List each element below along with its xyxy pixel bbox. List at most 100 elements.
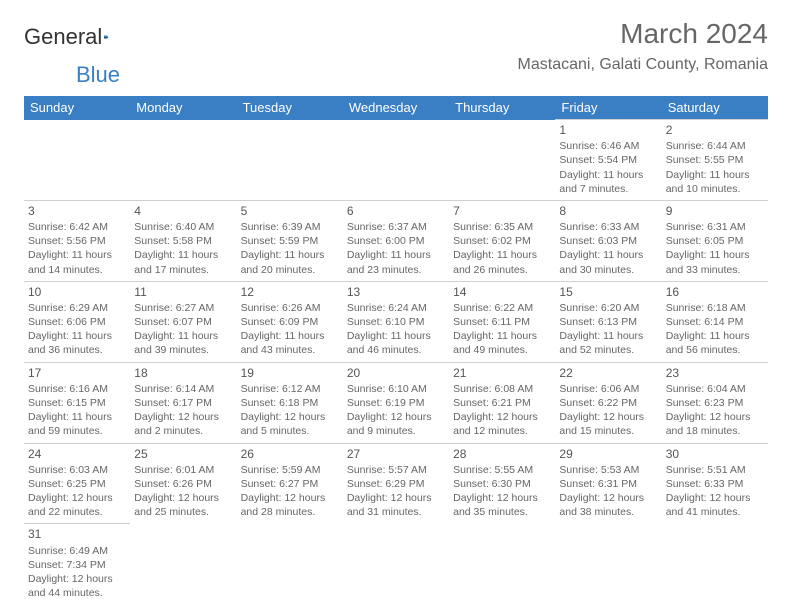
daylight-text: Daylight: 12 hours <box>347 410 445 424</box>
sunrise-text: Sunrise: 6:24 AM <box>347 301 445 315</box>
day-number: 10 <box>28 284 126 300</box>
daylight-text: and 33 minutes. <box>666 263 764 277</box>
daylight-text: Daylight: 11 hours <box>347 248 445 262</box>
daylight-text: Daylight: 12 hours <box>559 410 657 424</box>
calendar-day-cell: 3Sunrise: 6:42 AMSunset: 5:56 PMDaylight… <box>24 200 130 281</box>
sunset-text: Sunset: 6:09 PM <box>241 315 339 329</box>
day-header-row: SundayMondayTuesdayWednesdayThursdayFrid… <box>24 96 768 120</box>
daylight-text: and 41 minutes. <box>666 505 764 519</box>
calendar-day-cell: 26Sunrise: 5:59 AMSunset: 6:27 PMDayligh… <box>237 443 343 524</box>
day-header: Wednesday <box>343 96 449 120</box>
calendar-week-row: 24Sunrise: 6:03 AMSunset: 6:25 PMDayligh… <box>24 443 768 524</box>
daylight-text: Daylight: 11 hours <box>28 329 126 343</box>
day-header: Monday <box>130 96 236 120</box>
daylight-text: Daylight: 12 hours <box>666 491 764 505</box>
sunset-text: Sunset: 6:26 PM <box>134 477 232 491</box>
daylight-text: and 2 minutes. <box>134 424 232 438</box>
daylight-text: Daylight: 12 hours <box>134 410 232 424</box>
day-number: 21 <box>453 365 551 381</box>
sunrise-text: Sunrise: 5:51 AM <box>666 463 764 477</box>
sunset-text: Sunset: 6:17 PM <box>134 396 232 410</box>
calendar-day-cell: 19Sunrise: 6:12 AMSunset: 6:18 PMDayligh… <box>237 362 343 443</box>
day-number: 24 <box>28 446 126 462</box>
calendar-day-cell: 12Sunrise: 6:26 AMSunset: 6:09 PMDayligh… <box>237 281 343 362</box>
sunset-text: Sunset: 5:56 PM <box>28 234 126 248</box>
sunset-text: Sunset: 6:25 PM <box>28 477 126 491</box>
daylight-text: Daylight: 12 hours <box>134 491 232 505</box>
sunrise-text: Sunrise: 6:29 AM <box>28 301 126 315</box>
sunrise-text: Sunrise: 6:14 AM <box>134 382 232 396</box>
calendar-day-cell: 11Sunrise: 6:27 AMSunset: 6:07 PMDayligh… <box>130 281 236 362</box>
logo-flag-icon <box>104 27 109 47</box>
sunrise-text: Sunrise: 6:20 AM <box>559 301 657 315</box>
daylight-text: Daylight: 11 hours <box>28 248 126 262</box>
calendar-day-cell: 14Sunrise: 6:22 AMSunset: 6:11 PMDayligh… <box>449 281 555 362</box>
day-number: 19 <box>241 365 339 381</box>
day-number: 27 <box>347 446 445 462</box>
sunrise-text: Sunrise: 6:46 AM <box>559 139 657 153</box>
calendar-day-cell: 16Sunrise: 6:18 AMSunset: 6:14 PMDayligh… <box>662 281 768 362</box>
sunset-text: Sunset: 6:00 PM <box>347 234 445 248</box>
sunset-text: Sunset: 6:27 PM <box>241 477 339 491</box>
daylight-text: and 17 minutes. <box>134 263 232 277</box>
daylight-text: Daylight: 11 hours <box>241 248 339 262</box>
daylight-text: and 5 minutes. <box>241 424 339 438</box>
day-number: 20 <box>347 365 445 381</box>
calendar-day-cell: 8Sunrise: 6:33 AMSunset: 6:03 PMDaylight… <box>555 200 661 281</box>
daylight-text: Daylight: 12 hours <box>559 491 657 505</box>
sunrise-text: Sunrise: 6:06 AM <box>559 382 657 396</box>
daylight-text: Daylight: 12 hours <box>241 491 339 505</box>
daylight-text: Daylight: 12 hours <box>453 491 551 505</box>
sunset-text: Sunset: 6:31 PM <box>559 477 657 491</box>
sunrise-text: Sunrise: 6:03 AM <box>28 463 126 477</box>
daylight-text: Daylight: 11 hours <box>453 248 551 262</box>
daylight-text: Daylight: 11 hours <box>453 329 551 343</box>
daylight-text: Daylight: 11 hours <box>559 329 657 343</box>
daylight-text: and 44 minutes. <box>28 586 126 600</box>
sunrise-text: Sunrise: 6:12 AM <box>241 382 339 396</box>
calendar-day-cell: 28Sunrise: 5:55 AMSunset: 6:30 PMDayligh… <box>449 443 555 524</box>
daylight-text: Daylight: 11 hours <box>666 329 764 343</box>
daylight-text: and 36 minutes. <box>28 343 126 357</box>
calendar-day-cell: 4Sunrise: 6:40 AMSunset: 5:58 PMDaylight… <box>130 200 236 281</box>
calendar-day-cell: 2Sunrise: 6:44 AMSunset: 5:55 PMDaylight… <box>662 120 768 201</box>
daylight-text: and 59 minutes. <box>28 424 126 438</box>
sunset-text: Sunset: 6:19 PM <box>347 396 445 410</box>
calendar-day-cell: 29Sunrise: 5:53 AMSunset: 6:31 PMDayligh… <box>555 443 661 524</box>
calendar-day-cell: 5Sunrise: 6:39 AMSunset: 5:59 PMDaylight… <box>237 200 343 281</box>
logo: General <box>24 18 132 50</box>
day-number: 31 <box>28 526 126 542</box>
day-number: 6 <box>347 203 445 219</box>
daylight-text: Daylight: 12 hours <box>28 491 126 505</box>
day-number: 22 <box>559 365 657 381</box>
day-number: 5 <box>241 203 339 219</box>
sunrise-text: Sunrise: 5:59 AM <box>241 463 339 477</box>
daylight-text: and 20 minutes. <box>241 263 339 277</box>
sunset-text: Sunset: 6:07 PM <box>134 315 232 329</box>
daylight-text: and 15 minutes. <box>559 424 657 438</box>
day-number: 11 <box>134 284 232 300</box>
sunset-text: Sunset: 6:15 PM <box>28 396 126 410</box>
sunset-text: Sunset: 6:11 PM <box>453 315 551 329</box>
header-right: March 2024 Mastacani, Galati County, Rom… <box>518 18 768 74</box>
daylight-text: and 10 minutes. <box>666 182 764 196</box>
daylight-text: Daylight: 11 hours <box>347 329 445 343</box>
calendar-day-cell: 15Sunrise: 6:20 AMSunset: 6:13 PMDayligh… <box>555 281 661 362</box>
calendar-day-cell <box>237 120 343 201</box>
sunrise-text: Sunrise: 6:39 AM <box>241 220 339 234</box>
sunset-text: Sunset: 5:55 PM <box>666 153 764 167</box>
month-title: March 2024 <box>518 18 768 50</box>
day-number: 23 <box>666 365 764 381</box>
daylight-text: Daylight: 11 hours <box>559 248 657 262</box>
sunrise-text: Sunrise: 5:57 AM <box>347 463 445 477</box>
calendar-day-cell <box>237 524 343 604</box>
daylight-text: and 39 minutes. <box>134 343 232 357</box>
day-number: 29 <box>559 446 657 462</box>
day-number: 1 <box>559 122 657 138</box>
daylight-text: Daylight: 11 hours <box>666 168 764 182</box>
calendar-day-cell: 27Sunrise: 5:57 AMSunset: 6:29 PMDayligh… <box>343 443 449 524</box>
sunrise-text: Sunrise: 6:27 AM <box>134 301 232 315</box>
daylight-text: Daylight: 12 hours <box>241 410 339 424</box>
day-number: 4 <box>134 203 232 219</box>
day-number: 18 <box>134 365 232 381</box>
